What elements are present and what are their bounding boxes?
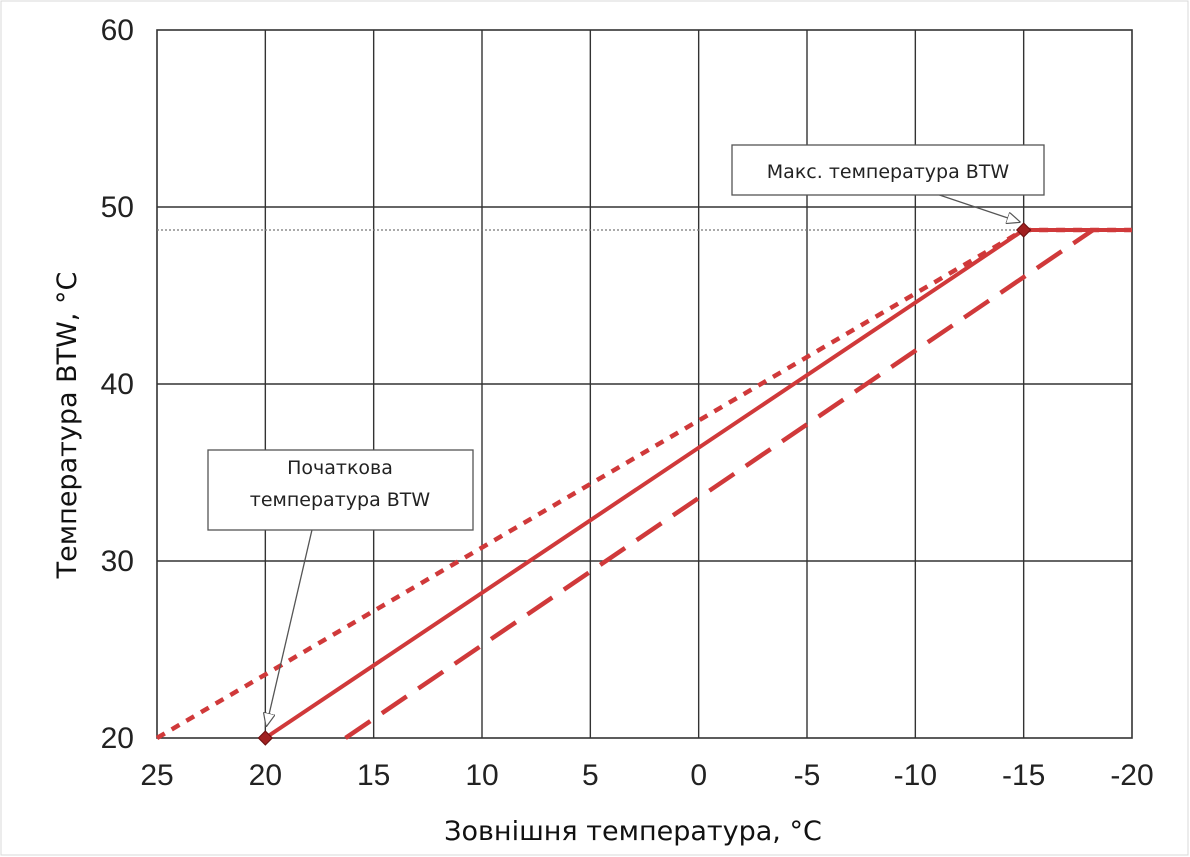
- annotation-label: температура BTW: [250, 489, 431, 511]
- x-tick-label: -5: [794, 759, 821, 792]
- data-point-marker: [1015, 222, 1032, 238]
- marker-group: [257, 222, 1032, 746]
- y-tick-label: 30: [101, 545, 134, 578]
- x-axis-title: Зовнішня температура, °C: [444, 816, 822, 847]
- annotation-group: Макс. температура BTW Початкова температур…: [207, 144, 1045, 726]
- x-tick-label: 20: [249, 759, 282, 792]
- x-tick-label: 0: [690, 759, 707, 792]
- y-axis-title: Температура BTW, °C: [52, 272, 83, 580]
- x-tick-label: 5: [582, 759, 599, 792]
- series-line-dashed: [344, 228, 1095, 740]
- annotation-label: Початкова: [287, 457, 393, 479]
- x-tick-label: -20: [1110, 759, 1153, 792]
- y-tick-label: 40: [101, 368, 134, 401]
- annotation-box: [207, 449, 474, 531]
- y-tick-label: 50: [101, 191, 134, 224]
- x-tick-label: 10: [465, 759, 498, 792]
- x-tick-label: 15: [357, 759, 390, 792]
- x-tick-label: -15: [1002, 759, 1045, 792]
- x-tick-label: -10: [894, 759, 937, 792]
- y-tick-label: 60: [101, 14, 134, 47]
- annotation-arrow: [266, 503, 319, 726]
- data-point-marker: [257, 730, 274, 746]
- annotation-box: [731, 144, 1045, 196]
- y-tick-labels: 20 30 40 50 60: [101, 14, 134, 755]
- x-tick-label: 25: [140, 759, 173, 792]
- grid: [156, 29, 1133, 739]
- y-tick-label: 20: [101, 722, 134, 755]
- annotation-label: Макс. температура BTW: [767, 161, 1010, 183]
- x-tick-labels: 25 20 15 10 5 0 -5 -10 -15 -20: [140, 759, 1153, 792]
